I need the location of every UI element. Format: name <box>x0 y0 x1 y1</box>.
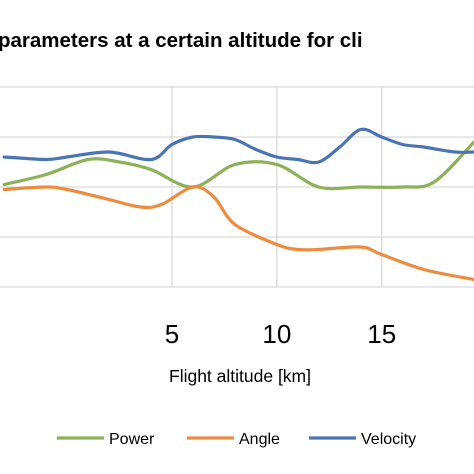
x-tick-labels: 5 10 15 <box>165 319 396 349</box>
legend-label-velocity: Velocity <box>361 431 416 448</box>
series-line-power <box>2 140 474 191</box>
legend: Power Angle Velocity <box>57 431 416 448</box>
chart-title: parameters at a certain altitude for cli <box>0 29 363 52</box>
x-tick-label: 10 <box>262 319 291 349</box>
series-line-velocity <box>2 127 474 165</box>
x-tick-label: 15 <box>367 319 396 349</box>
x-axis-label: Flight altitude [km] <box>169 366 311 386</box>
plot-lines <box>2 127 474 282</box>
series-line-angle <box>2 185 474 282</box>
legend-label-power: Power <box>109 431 155 448</box>
x-tick-label: 5 <box>165 319 179 349</box>
legend-label-angle: Angle <box>239 431 280 448</box>
